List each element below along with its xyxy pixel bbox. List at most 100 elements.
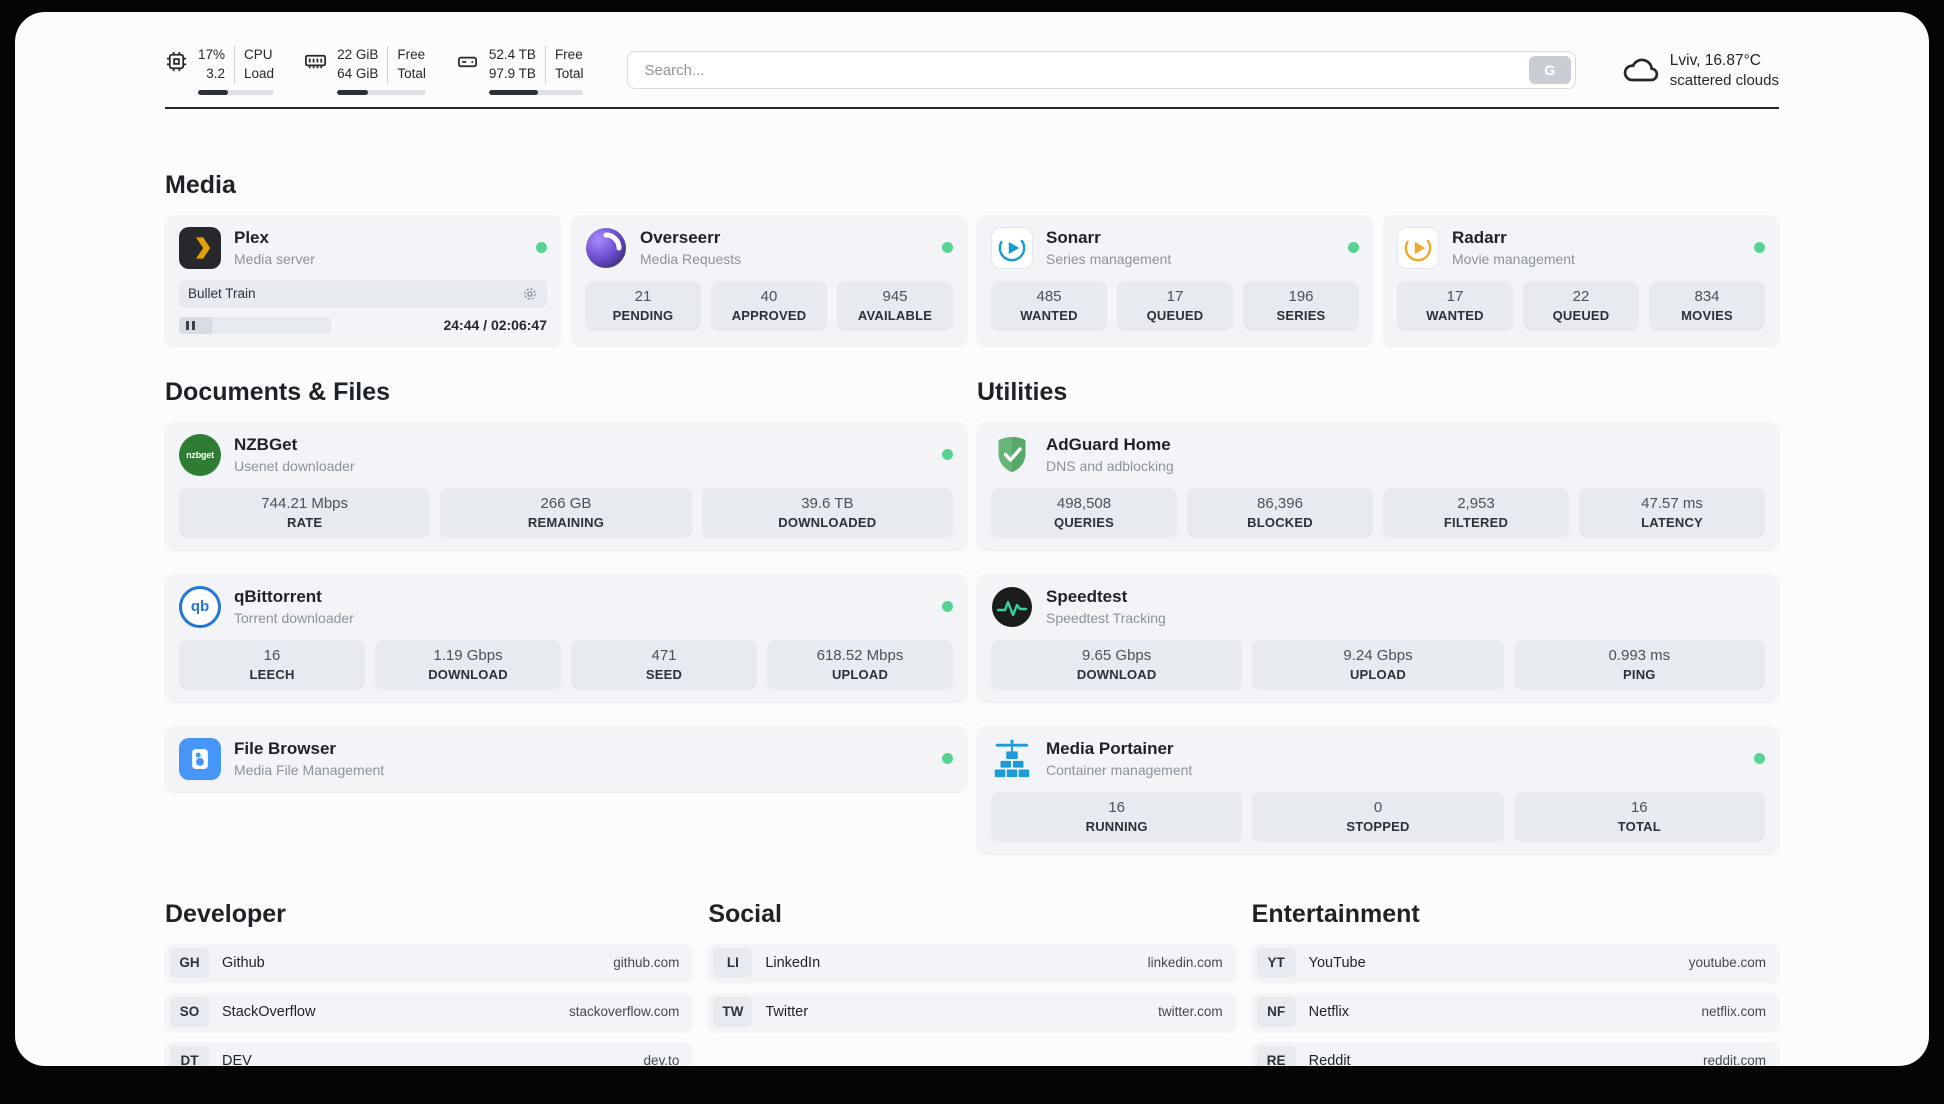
app-card-nzbget[interactable]: nzbget NZBGet Usenet downloader 744.21 M…: [165, 421, 967, 550]
section-social: Social LI LinkedIn linkedin.com TW Twitt…: [708, 899, 1236, 1031]
search-input[interactable]: [627, 51, 1576, 90]
memory-free-value: 22 GiB: [337, 47, 379, 62]
stat-tile: 9.65 Gbps DOWNLOAD: [991, 639, 1243, 690]
bookmark-abbr: RE: [1256, 1045, 1296, 1066]
gear-icon[interactable]: [522, 286, 538, 302]
stat-tile: 1.19 Gbps DOWNLOAD: [375, 639, 561, 690]
memory-metric: 22 GiB 64 GiB Free Total: [304, 46, 426, 95]
app-name: Overseerr: [640, 228, 721, 248]
stat-tile: 39.6 TB DOWNLOADED: [701, 487, 953, 538]
memory-icon: [304, 50, 327, 73]
cloud-icon: [1620, 50, 1660, 90]
stat-tile: 945 AVAILABLE: [837, 280, 953, 331]
stat-tile: 17 WANTED: [1397, 280, 1513, 331]
app-card-portainer[interactable]: Media Portainer Container management 16 …: [977, 725, 1779, 854]
bookmark-name: LinkedIn: [765, 954, 821, 971]
sonarr-icon: [991, 226, 1033, 269]
storage-total-label: Total: [554, 65, 584, 81]
cpu-chip-icon: [165, 50, 188, 73]
bookmark-reddit[interactable]: RE Reddit reddit.com: [1251, 1041, 1779, 1066]
bookmark-netflix[interactable]: NF Netflix netflix.com: [1251, 992, 1779, 1031]
section-entertainment: Entertainment YT YouTube youtube.com NF …: [1251, 900, 1779, 1066]
app-name: Sonarr: [1046, 228, 1101, 248]
bookmark-abbr: LI: [713, 947, 753, 978]
app-name: Media Portainer: [1046, 739, 1174, 759]
bookmark-url: twitter.com: [1158, 1004, 1223, 1020]
bookmark-stackoverflow[interactable]: SO StackOverflow stackoverflow.com: [165, 992, 693, 1031]
top-bar: 17% 3.2 CPU Load: [165, 46, 1779, 95]
app-subtitle: Speedtest Tracking: [1046, 610, 1166, 627]
cpu-progress-bar: [198, 89, 275, 95]
plex-icon: [179, 226, 221, 269]
app-subtitle: Media File Management: [234, 762, 385, 779]
app-card-radarr[interactable]: Radarr Movie management 17 WANTED 22 QUE…: [1383, 214, 1779, 346]
stat-tile: 471 SEED: [571, 639, 757, 690]
app-subtitle: Media server: [234, 251, 315, 268]
app-card-qbittorrent[interactable]: qb qBittorrent Torrent downloader 16 LEE…: [165, 573, 967, 702]
bookmark-abbr: NF: [1256, 996, 1296, 1027]
stat-tile: 618.52 Mbps UPLOAD: [767, 639, 953, 690]
stat-tile: 834 MOVIES: [1649, 280, 1765, 331]
search-bar: G: [627, 51, 1576, 90]
bookmark-name: DEV: [222, 1052, 252, 1066]
search-engine-button[interactable]: G: [1528, 56, 1571, 85]
status-dot: [942, 449, 953, 461]
bookmark-name: Github: [222, 954, 265, 971]
app-subtitle: Media Requests: [640, 251, 742, 268]
bookmark-name: StackOverflow: [222, 1003, 316, 1020]
app-card-filebrowser[interactable]: File Browser Media File Management: [165, 725, 967, 792]
bookmark-abbr: DT: [170, 1045, 209, 1066]
status-dot: [942, 753, 953, 765]
app-name: qBittorrent: [234, 587, 322, 607]
stat-tile: 498,508 QUERIES: [991, 487, 1177, 538]
bookmark-dev[interactable]: DT DEV dev.to: [165, 1041, 693, 1066]
seek-bar[interactable]: [179, 316, 331, 334]
memory-progress-bar: [337, 89, 426, 95]
portainer-icon: [991, 738, 1033, 780]
hard-drive-icon: [456, 50, 479, 73]
bookmark-github[interactable]: GH Github github.com: [165, 943, 693, 982]
pause-icon[interactable]: [186, 320, 189, 330]
app-name: File Browser: [234, 739, 337, 759]
speedtest-icon: [991, 586, 1033, 628]
memory-total-label: Total: [397, 65, 426, 81]
bookmark-name: Twitter: [765, 1003, 809, 1020]
status-dot: [942, 242, 953, 254]
storage-free-label: Free: [554, 47, 583, 62]
bookmark-name: Netflix: [1308, 1003, 1349, 1020]
storage-free-value: 52.4 TB: [488, 47, 536, 62]
app-card-sonarr[interactable]: Sonarr Series management 485 WANTED 17 Q…: [977, 214, 1373, 346]
app-card-overseerr[interactable]: Overseerr Media Requests 21 PENDING 40 A…: [571, 214, 967, 346]
bookmark-abbr: TW: [713, 996, 753, 1027]
adguard-shield-icon: [991, 434, 1033, 476]
cpu-load-label: Load: [244, 65, 275, 81]
filebrowser-icon: [179, 737, 221, 780]
bookmark-youtube[interactable]: YT YouTube youtube.com: [1251, 943, 1779, 982]
app-card-adguard[interactable]: AdGuard Home DNS and adblocking 498,508 …: [977, 421, 1779, 550]
section-title-social: Social: [708, 899, 782, 928]
app-card-plex[interactable]: Plex Media server Bullet Train: [165, 214, 561, 346]
stat-tile: 16 RUNNING: [991, 791, 1243, 842]
stat-tile: 0.993 ms PING: [1513, 639, 1765, 690]
stat-tile: 40 APPROVED: [711, 280, 827, 331]
bookmark-url: youtube.com: [1688, 955, 1766, 971]
stat-tile: 17 QUEUED: [1117, 280, 1233, 331]
bookmark-url: netflix.com: [1701, 1004, 1766, 1020]
bookmark-abbr: SO: [170, 996, 209, 1027]
stat-tile: 22 QUEUED: [1523, 280, 1639, 331]
app-card-speedtest[interactable]: Speedtest Speedtest Tracking 9.65 Gbps D…: [977, 573, 1779, 702]
status-dot: [942, 601, 953, 613]
memory-free-label: Free: [397, 47, 426, 62]
dashboard-page: 17% 3.2 CPU Load: [15, 12, 1929, 1066]
stat-tile: 16 LEECH: [179, 639, 365, 690]
section-media: Media Plex Media server Bullet Train: [165, 171, 1779, 346]
bookmark-linkedin[interactable]: LI LinkedIn linkedin.com: [708, 943, 1236, 982]
stat-tile: 47.57 ms LATENCY: [1579, 487, 1765, 538]
section-title-developer: Developer: [165, 899, 286, 928]
status-dot: [1754, 242, 1765, 254]
storage-metric: 52.4 TB 97.9 TB Free Total: [456, 46, 584, 95]
app-subtitle: Series management: [1046, 251, 1172, 268]
bookmark-url: reddit.com: [1702, 1053, 1766, 1066]
bookmark-twitter[interactable]: TW Twitter twitter.com: [708, 992, 1236, 1031]
cpu-load-value: 3.2: [206, 65, 226, 81]
